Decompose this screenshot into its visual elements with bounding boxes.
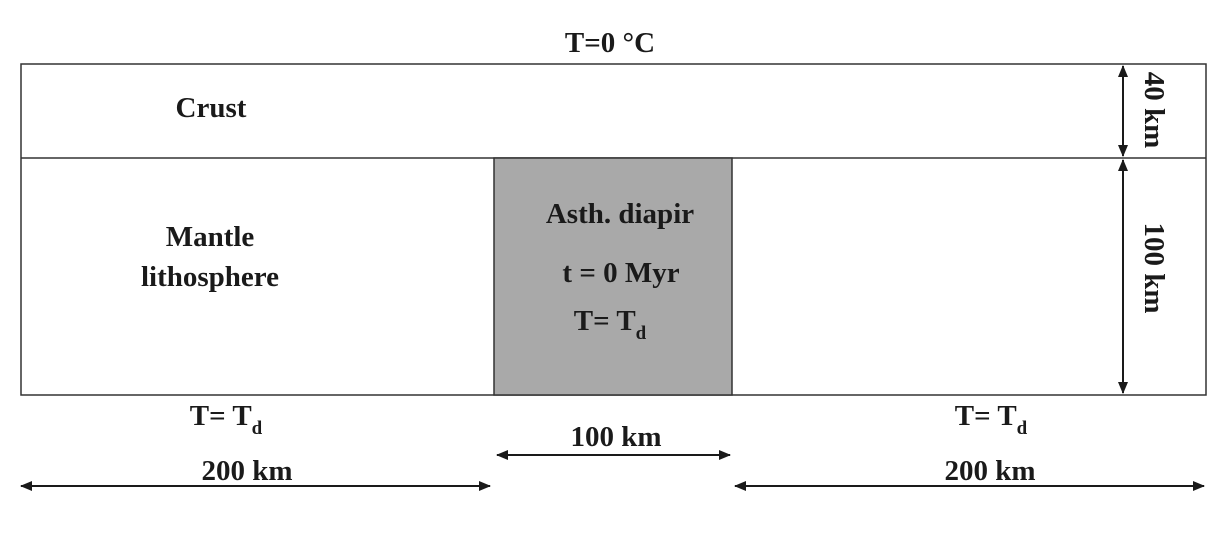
crust-label: Crust xyxy=(176,92,247,124)
mantle-thickness-label: 100 km xyxy=(1138,222,1170,313)
bottom-left-temperature: T= Td xyxy=(190,400,263,439)
diapir-temperature: T= Td xyxy=(574,305,647,344)
crust-thickness-label: 40 km xyxy=(1138,72,1170,149)
diapir-time: t = 0 Myr xyxy=(562,257,679,289)
bottom-right-temperature: T= Td xyxy=(955,400,1028,439)
left-width-label: 200 km xyxy=(201,455,292,487)
top-temperature-label: T=0 °C xyxy=(565,27,655,59)
right-width-label: 200 km xyxy=(944,455,1035,487)
diapir-title: Asth. diapir xyxy=(546,198,694,230)
mantle-label-line2: lithosphere xyxy=(141,261,279,293)
asthenospheric-diapir xyxy=(493,157,733,396)
mantle-label-line1: Mantle xyxy=(166,221,255,253)
diapir-width-label: 100 km xyxy=(570,421,661,453)
